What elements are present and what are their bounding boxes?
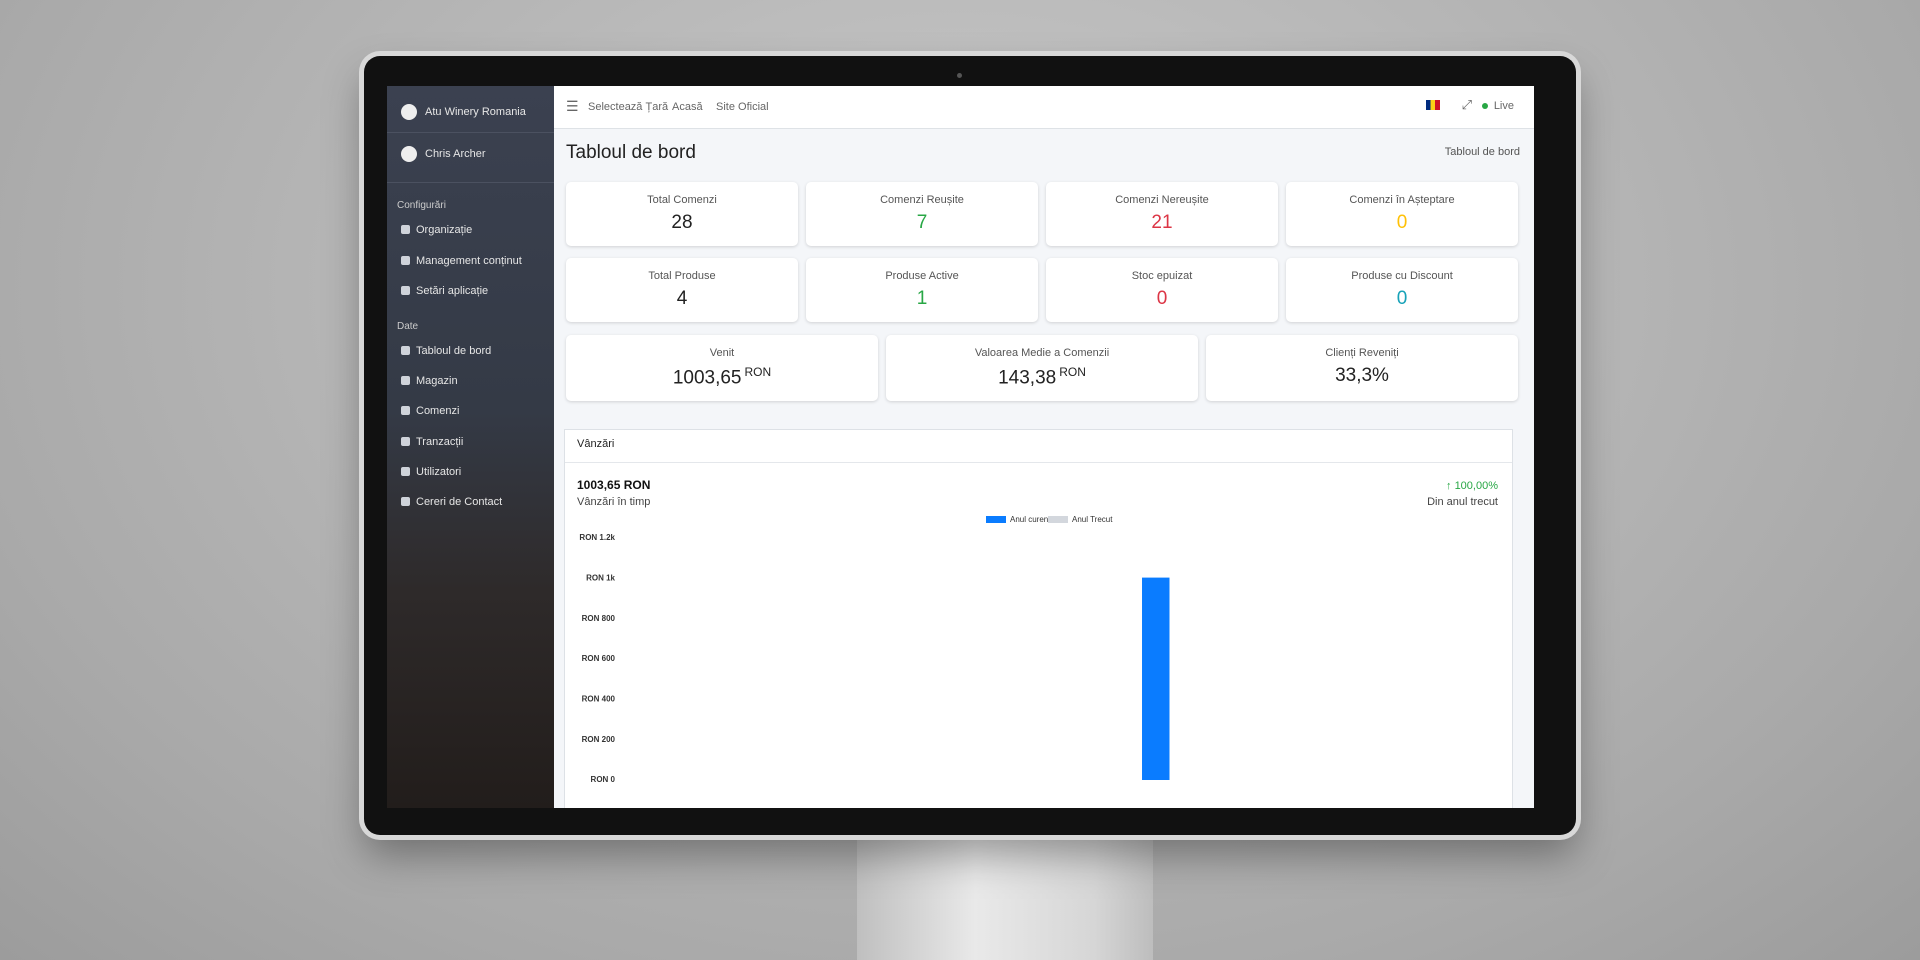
- divider: [565, 462, 1512, 463]
- stat-label: Total Comenzi: [647, 194, 717, 206]
- stat-card: Comenzi Nereușite 21: [1046, 182, 1278, 246]
- sales-change-note: Din anul trecut: [1427, 496, 1498, 508]
- stat-value: 21: [1046, 212, 1278, 234]
- stat-card: Comenzi Reușite 7: [806, 182, 1038, 246]
- stat-unit: RON: [744, 365, 772, 379]
- stat-value: 143,38 RON: [886, 365, 1198, 389]
- nav-link[interactable]: Acasă: [672, 101, 703, 113]
- nav-item[interactable]: Tranzacții: [401, 436, 463, 448]
- stat-label: Stoc epuizat: [1131, 270, 1193, 282]
- stat-number: 28: [671, 212, 693, 233]
- nav-item[interactable]: Setări aplicație: [401, 285, 488, 297]
- stat-number: 21: [1151, 212, 1173, 233]
- stat-number: 33,3%: [1335, 365, 1389, 386]
- stat-unit: RON: [1059, 365, 1086, 379]
- nav-item[interactable]: Tabloul de bord: [401, 345, 491, 357]
- brand: Atu Winery Romania: [401, 104, 526, 120]
- stat-value: 0: [1046, 288, 1278, 310]
- fullscreen-button[interactable]: ⤢: [1461, 97, 1472, 112]
- stat-card: Comenzi în Așteptare 0: [1286, 182, 1518, 246]
- breadcrumb: Tabloul de bord: [1444, 146, 1520, 158]
- section-title: Configurări: [397, 200, 446, 211]
- stat-label: Produse cu Discount: [1351, 270, 1453, 282]
- sidebar: Atu Winery Romania Chris Archer Configurăr…: [387, 86, 554, 808]
- bar: [1142, 577, 1170, 780]
- menu-toggle[interactable]: ☰: [566, 98, 579, 114]
- sales-panel: Vânzări 1003,65 RON Vânzări în timp 100,00%…: [564, 429, 1513, 808]
- stat-value: 0: [1286, 212, 1518, 234]
- nav-item[interactable]: Cereri de Contact: [401, 496, 502, 508]
- nav-item[interactable]: Management conținut: [401, 255, 522, 267]
- stat-card: Stoc epuizat 0: [1046, 258, 1278, 322]
- stat-card: Valoarea Medie a Comenzii 143,38 RON: [886, 335, 1198, 401]
- nav-link[interactable]: Site Oficial: [716, 101, 769, 113]
- nav-link[interactable]: Selectează Țară: [588, 101, 669, 113]
- stat-label: Produse Active: [885, 270, 959, 282]
- stat-number: 1003,65: [672, 367, 742, 389]
- stat-label: Total Produse: [648, 270, 716, 282]
- legend-swatch: [986, 516, 1006, 523]
- nav-item[interactable]: Organizație: [401, 224, 472, 236]
- stat-card: Total Comenzi 28: [566, 182, 798, 246]
- stat-value: 1: [806, 288, 1038, 310]
- stat-number: 0: [1396, 212, 1408, 233]
- y-tick-label: RON 800: [582, 614, 616, 623]
- stat-value: 7: [806, 212, 1038, 234]
- stat-card: Produse cu Discount 0: [1286, 258, 1518, 322]
- screen: Atu Winery Romania Chris Archer Configurăr…: [387, 86, 1534, 808]
- sales-total: 1003,65 RON: [577, 478, 651, 492]
- stat-value: 0: [1286, 288, 1518, 310]
- stat-number: 0: [1396, 288, 1408, 309]
- stat-number: 143,38: [998, 367, 1057, 389]
- stat-number: 0: [1156, 288, 1168, 309]
- y-tick-label: RON 200: [582, 735, 616, 744]
- legend-label: Anul curent: [1010, 515, 1051, 524]
- page-title: Tabloul de bord: [566, 142, 696, 163]
- nav-item[interactable]: Comenzi: [401, 405, 459, 417]
- y-tick-label: RON 1.2k: [579, 533, 615, 542]
- monitor-stand: [857, 820, 1153, 960]
- legend-swatch: [1048, 516, 1068, 523]
- legend-label: Anul Trecut: [1072, 515, 1113, 524]
- stat-card: Clienți Reveniți 33,3%: [1206, 335, 1518, 401]
- stat-value: 28: [566, 212, 798, 234]
- stat-value: 1003,65 RON: [566, 365, 878, 389]
- nav-item[interactable]: Utilizatori: [401, 466, 461, 478]
- stat-label: Venit: [709, 347, 735, 359]
- stat-value: 33,3%: [1206, 365, 1518, 387]
- stat-card: Produse Active 1: [806, 258, 1038, 322]
- stat-label: Comenzi în Așteptare: [1349, 194, 1455, 206]
- stat-label: Clienți Reveniți: [1325, 347, 1399, 359]
- sales-subtitle: Vânzări în timp: [577, 496, 651, 508]
- chart: RON 0 RON 200 RON 400 RON 600 RON 800 RON 1k R…: [579, 515, 1170, 784]
- stat-card: Total Produse 4: [566, 258, 798, 322]
- panel-title: Vânzări: [577, 438, 615, 450]
- stat-label: Valoarea Medie a Comenzii: [974, 347, 1110, 359]
- topbar: ☰ Selectează Țară Acasă Site Oficial ⤢ Live: [554, 86, 1534, 129]
- separator: [387, 132, 554, 133]
- y-tick-label: RON 0: [591, 775, 616, 784]
- nav-item[interactable]: Magazin: [401, 375, 458, 387]
- stat-label: Comenzi Reușite: [880, 194, 964, 206]
- stat-number: 1: [916, 288, 928, 309]
- y-tick-label: RON 400: [582, 694, 616, 703]
- camera: [957, 73, 962, 78]
- y-tick-label: RON 600: [582, 654, 616, 663]
- y-tick-label: RON 1k: [586, 573, 615, 582]
- stat-value: 4: [566, 288, 798, 310]
- stat-number: 7: [916, 212, 928, 233]
- status: Live: [1482, 100, 1514, 112]
- user-name[interactable]: Chris Archer: [401, 146, 486, 162]
- flag: [1426, 100, 1440, 110]
- stat-label: Comenzi Nereușite: [1115, 194, 1209, 206]
- stat-number: 4: [676, 288, 688, 309]
- section-title: Date: [397, 321, 419, 332]
- stat-card: Venit 1003,65 RON: [566, 335, 878, 401]
- separator: [387, 182, 554, 183]
- sales-change: 100,00%: [1446, 480, 1498, 492]
